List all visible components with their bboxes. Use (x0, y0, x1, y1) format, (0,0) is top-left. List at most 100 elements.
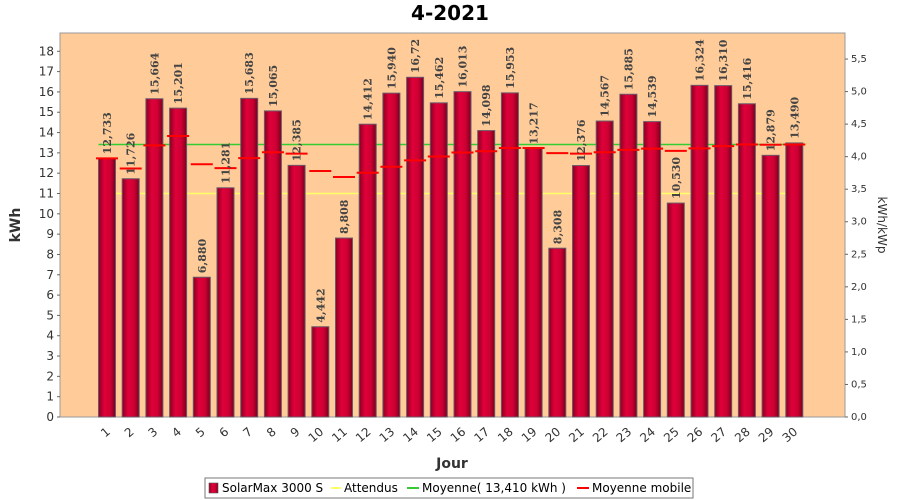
y-tick-label: 17 (39, 65, 54, 79)
bar-value-label: 15,462 (433, 57, 446, 99)
x-tick-label: 9 (288, 425, 303, 441)
x-tick-label: 1 (98, 425, 113, 441)
x-tick-label: 27 (708, 425, 729, 446)
y-tick-label: 8 (46, 247, 54, 261)
bar (406, 76, 425, 418)
bar (524, 147, 543, 418)
bar (761, 154, 780, 418)
x-tick-label: 15 (424, 425, 445, 446)
bar (382, 92, 401, 418)
bar (666, 202, 685, 418)
legend-label-solarmax: SolarMax 3000 S (222, 481, 323, 495)
x-tick-label: 10 (306, 425, 327, 446)
bar-value-label: 10,530 (670, 157, 683, 199)
y-right-tick-label: 3,0 (851, 217, 867, 228)
y-right-tick-label: 5,5 (851, 54, 867, 65)
y-tick-label: 16 (39, 85, 54, 99)
legend: SolarMax 3000 S Attendus Moyenne( 13,410… (204, 477, 694, 499)
bar-value-label: 15,201 (172, 62, 185, 104)
x-tick-label: 23 (614, 425, 635, 446)
bar-value-label: 15,953 (504, 47, 517, 89)
plot-area (59, 32, 846, 418)
x-tick-label: 8 (264, 425, 279, 441)
bar (169, 107, 188, 418)
x-tick-label: 19 (519, 425, 540, 446)
reference-lines (98, 143, 803, 195)
bar-value-label: 16,310 (717, 39, 730, 81)
bar (595, 120, 614, 418)
y-right-tick-label: 0,5 (851, 379, 867, 390)
y-tick-label: 13 (39, 146, 54, 160)
data-labels: 12,733 11,726 15,664 15,201 6,880 11,281 15,68… (101, 39, 801, 323)
x-axis: 1 2 3 4 5 6 7 8 9 10 11 12 13 14 15 16 17 18 19 20 21 22 23 24 2… (98, 425, 800, 446)
x-tick-label: 16 (448, 425, 469, 446)
x-tick-label: 12 (353, 425, 374, 446)
y-axis-right: 0,0 0,5 1,0 1,5 2,0 2,5 3,0 3,5 4,0 4,5 5,0 5,5 (845, 54, 867, 423)
y-tick-label: 5 (46, 308, 54, 322)
bar (145, 98, 164, 418)
legend-label-moyenne-mobile: Moyenne mobile (592, 481, 691, 495)
bar (192, 276, 211, 418)
bar (429, 102, 448, 418)
y-tick-label: 12 (39, 166, 54, 180)
bar-value-label: 15,065 (267, 65, 280, 107)
bar (240, 97, 259, 418)
x-tick-label: 30 (780, 425, 801, 446)
x-tick-label: 2 (122, 425, 137, 441)
x-tick-label: 21 (566, 425, 587, 446)
bar (358, 123, 377, 418)
bar (572, 165, 590, 418)
bar (477, 130, 496, 418)
x-tick-label: 4 (169, 425, 184, 441)
bar (287, 164, 306, 418)
x-tick-label: 20 (543, 425, 564, 446)
y-tick-label: 11 (39, 187, 54, 201)
x-tick-label: 3 (145, 425, 160, 441)
bar (98, 157, 116, 418)
bar (121, 178, 140, 418)
y-right-tick-label: 4,0 (851, 152, 867, 163)
bar (643, 121, 662, 418)
y-tick-label: 2 (46, 369, 54, 383)
bar-value-label: 16,013 (457, 46, 470, 88)
bar (311, 326, 330, 418)
legend-swatch-solarmax (208, 482, 219, 494)
y-tick-label: 4 (46, 329, 54, 343)
y-axis-right-title: kWh/kWp (875, 197, 889, 254)
y-right-tick-label: 5,0 (851, 87, 867, 98)
y-tick-label: 10 (39, 207, 54, 221)
x-tick-label: 17 (471, 425, 492, 446)
y-right-tick-label: 2,5 (851, 249, 867, 260)
bar-value-label: 11,726 (125, 132, 138, 174)
bar-value-label: 15,885 (622, 48, 635, 90)
x-tick-label: 24 (637, 425, 658, 446)
chart-title: 4-2021 (411, 1, 489, 25)
bar-value-label: 15,683 (243, 52, 256, 94)
moving-average (96, 135, 806, 179)
x-axis-title: Jour (435, 456, 468, 472)
bar (335, 237, 353, 418)
bar-value-label: 12,733 (101, 112, 114, 154)
x-tick-label: 7 (240, 425, 255, 441)
bar-value-label: 12,385 (291, 119, 304, 161)
bar-value-label: 12,376 (575, 119, 588, 161)
bar-value-label: 14,539 (646, 75, 659, 117)
bar-value-label: 15,940 (385, 47, 398, 89)
y-right-tick-label: 2,0 (851, 282, 867, 293)
bar (548, 247, 567, 418)
y-right-tick-label: 1,5 (851, 314, 867, 325)
bar-value-label: 15,416 (741, 57, 754, 99)
y-right-tick-label: 3,5 (851, 184, 867, 195)
y-tick-label: 3 (46, 349, 54, 363)
bar (216, 187, 235, 418)
y-axis-title: kWh (8, 208, 24, 243)
x-tick-label: 14 (400, 425, 421, 446)
y-tick-label: 15 (39, 105, 54, 119)
bar-value-label: 8,808 (338, 199, 351, 234)
bar-value-label: 14,412 (362, 78, 375, 120)
x-tick-label: 22 (590, 425, 611, 446)
y-right-tick-label: 1,0 (851, 347, 867, 358)
legend-label-moyenne: Moyenne( 13,410 kWh ) (422, 481, 566, 495)
